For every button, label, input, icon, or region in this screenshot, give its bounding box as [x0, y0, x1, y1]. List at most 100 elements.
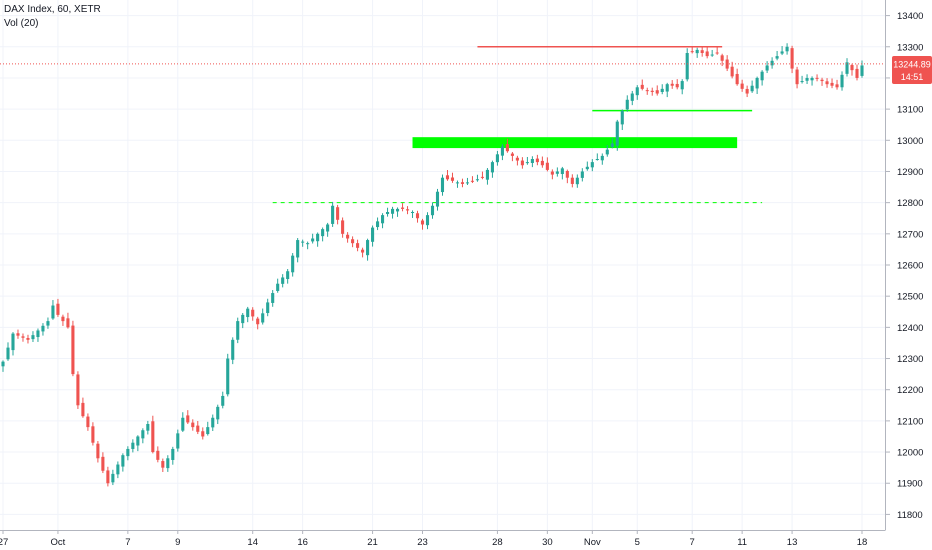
- candle-body: [695, 49, 699, 54]
- time-tick-label: 7: [690, 537, 695, 548]
- candle-body: [156, 450, 160, 460]
- candle-body: [36, 330, 40, 338]
- time-tick-label: 21: [367, 537, 378, 548]
- candle-body: [211, 417, 215, 428]
- candle-body: [550, 171, 554, 175]
- time-tick-label: 23: [417, 537, 428, 548]
- candle-body: [790, 48, 794, 69]
- price-tick-label: 12100: [897, 416, 923, 427]
- candle-body: [141, 430, 145, 439]
- candle-body: [840, 74, 844, 88]
- candle-body: [176, 433, 180, 449]
- candle-body: [505, 144, 509, 152]
- price-tick-label: 12200: [897, 385, 923, 396]
- candle-body: [635, 87, 639, 96]
- candle-body: [196, 425, 200, 432]
- candle-body: [166, 458, 170, 469]
- candle-body: [855, 68, 859, 78]
- candle-body: [530, 159, 534, 163]
- candle-body: [96, 443, 100, 459]
- candle-body: [675, 83, 679, 88]
- candle-body: [760, 71, 764, 81]
- candle-body: [306, 243, 310, 245]
- price-axis[interactable]: 11800 11900 12000 12100 12200 12300 12400 12500…: [885, 11, 923, 521]
- candle-body: [515, 157, 519, 161]
- candle-body: [76, 374, 80, 406]
- candle-body: [625, 99, 629, 110]
- candle-body: [660, 88, 664, 92]
- candle-body: [21, 336, 25, 338]
- candle-body: [430, 205, 435, 216]
- candle-body: [710, 54, 714, 56]
- time-axis[interactable]: 27 Oct 7 9 14 16 21 23 28 30 Nov 5 7 11 13 18: [0, 530, 867, 548]
- candle-body: [535, 158, 539, 163]
- time-tick-label: 27: [0, 537, 8, 548]
- candle-body: [610, 143, 614, 147]
- candle-body: [111, 473, 115, 483]
- price-tick-label: 12900: [897, 167, 923, 178]
- candle-body: [71, 325, 75, 375]
- price-tick-label: 12800: [897, 198, 923, 209]
- price-tick-label: 12400: [897, 323, 923, 334]
- time-tick-label: 9: [175, 537, 180, 548]
- candle-body: [495, 154, 499, 163]
- candle-body: [810, 77, 814, 81]
- price-badge: [892, 55, 932, 84]
- candle-body: [740, 83, 744, 89]
- candle-body: [381, 215, 385, 224]
- candle-body: [570, 177, 574, 184]
- candle-body: [685, 53, 689, 80]
- candle-body: [830, 82, 834, 86]
- candle-body: [146, 424, 150, 431]
- candle-body: [415, 213, 420, 219]
- candle-body: [565, 170, 569, 178]
- candle-body: [261, 313, 265, 323]
- candle-body: [16, 333, 20, 336]
- candle-body: [590, 162, 594, 168]
- candle-body: [440, 177, 445, 193]
- candle-body: [271, 293, 275, 303]
- candle-body: [825, 81, 829, 85]
- candle-body: [420, 220, 425, 225]
- time-tick-label: 14: [247, 537, 258, 548]
- candle-body: [630, 93, 634, 101]
- time-tick-label: 5: [635, 537, 640, 548]
- candle-body: [366, 240, 370, 256]
- candle-body: [735, 73, 739, 85]
- candle-body: [256, 318, 260, 325]
- candle-body: [765, 65, 769, 71]
- candle-body: [730, 66, 734, 77]
- candle-body: [101, 456, 105, 471]
- candle-body: [485, 169, 489, 180]
- candle-body: [585, 166, 589, 170]
- candle-body: [191, 422, 195, 428]
- candle-body: [705, 51, 709, 57]
- candle-body: [246, 308, 250, 318]
- candle-body: [845, 62, 849, 74]
- candle-body: [580, 171, 584, 178]
- candle-body: [221, 395, 225, 406]
- candle-body: [615, 121, 619, 146]
- time-tick-label: Nov: [584, 537, 601, 548]
- candle-body: [46, 321, 50, 326]
- candle-body: [116, 464, 120, 475]
- price-tick-label: 13400: [897, 11, 923, 22]
- candle-body: [201, 431, 205, 437]
- candle-body: [31, 335, 35, 340]
- candle-body: [835, 84, 839, 88]
- candle-body: [206, 427, 210, 435]
- price-tick-label: 12600: [897, 261, 923, 272]
- candle-body: [820, 79, 824, 82]
- candle-body: [171, 448, 175, 460]
- candle-body: [66, 318, 70, 328]
- candle-body: [490, 162, 494, 173]
- candle-body: [336, 207, 340, 220]
- candle-body: [800, 81, 804, 83]
- candle-body: [41, 325, 45, 332]
- candle-body: [361, 249, 365, 253]
- candle-body: [11, 333, 15, 351]
- candle-body: [376, 221, 380, 228]
- candle-body: [186, 415, 190, 423]
- candle-body: [405, 209, 410, 211]
